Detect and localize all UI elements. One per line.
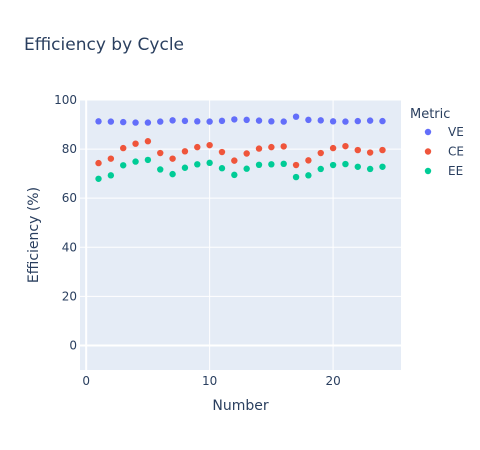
data-point-ce xyxy=(157,149,164,157)
data-point-ce xyxy=(305,157,312,164)
data-point-ve xyxy=(329,118,337,125)
x-tick-label: 10 xyxy=(202,374,217,388)
data-point-ee xyxy=(243,165,250,172)
y-tick-label: 20 xyxy=(62,289,77,303)
data-point-ve xyxy=(366,117,374,124)
data-point-ve xyxy=(169,117,176,124)
legend-marker-ve xyxy=(424,128,432,136)
data-point-ve xyxy=(342,118,349,125)
data-point-ce xyxy=(231,157,238,164)
data-point-ee xyxy=(132,158,139,165)
data-point-ve xyxy=(231,116,238,123)
data-point-ce xyxy=(243,150,250,157)
data-point-ce xyxy=(379,146,386,154)
x-axis-title: Number xyxy=(212,398,268,414)
data-point-ee xyxy=(181,164,189,171)
data-point-ee xyxy=(107,172,115,179)
data-point-ce xyxy=(218,148,226,156)
data-point-ee xyxy=(206,159,213,167)
data-point-ve xyxy=(181,117,189,125)
data-point-ce xyxy=(194,143,201,151)
data-point-ve xyxy=(243,116,250,124)
data-point-ee xyxy=(280,160,287,168)
legend-marker-ee xyxy=(424,167,432,175)
data-points xyxy=(95,113,386,182)
plot-area xyxy=(80,100,401,370)
legend-marker-ce xyxy=(424,148,432,155)
data-point-ee xyxy=(95,175,102,182)
data-point-ve xyxy=(280,118,287,125)
data-point-ce xyxy=(280,143,287,150)
data-point-ee xyxy=(354,163,361,170)
data-point-ve xyxy=(120,118,127,126)
data-point-ee xyxy=(329,161,337,169)
data-point-ce xyxy=(206,141,213,149)
data-point-ce xyxy=(107,155,115,162)
data-point-ce xyxy=(255,145,263,152)
data-point-ce xyxy=(181,148,189,155)
x-tick-label: 0 xyxy=(82,374,90,388)
data-point-ve xyxy=(218,117,226,125)
data-point-ve xyxy=(354,117,361,125)
data-point-ce xyxy=(144,138,152,145)
data-point-ee xyxy=(144,156,152,164)
data-point-ee xyxy=(292,173,300,181)
data-point-ce xyxy=(354,146,361,154)
legend-title: Metric xyxy=(410,107,450,122)
y-tick-label: 100 xyxy=(54,93,77,107)
legend: VE CE EE xyxy=(424,125,464,178)
data-point-ve xyxy=(268,118,275,125)
data-point-ce xyxy=(132,140,139,147)
data-point-ve xyxy=(95,118,102,125)
data-point-ce xyxy=(268,143,275,151)
tick-labels: 0 20 40 60 80 100 0 10 20 xyxy=(54,93,341,388)
y-tick-label: 40 xyxy=(62,240,77,254)
data-point-ee xyxy=(268,161,275,168)
data-point-ve xyxy=(107,118,115,125)
data-point-ve xyxy=(292,113,300,120)
data-point-ve xyxy=(206,118,213,125)
data-point-ee xyxy=(379,163,386,170)
data-point-ve xyxy=(157,118,164,125)
data-point-ce xyxy=(329,144,337,152)
data-point-ee xyxy=(218,165,226,172)
data-point-ve xyxy=(144,119,152,126)
data-point-ce xyxy=(120,144,127,152)
data-point-ee xyxy=(255,161,263,168)
data-point-ve xyxy=(194,118,201,125)
data-point-ee xyxy=(342,160,349,168)
data-point-ce xyxy=(169,155,176,162)
legend-label-ce: CE xyxy=(448,145,464,159)
chart-title: Efficiency by Cycle xyxy=(24,35,184,55)
data-point-ee xyxy=(169,170,176,178)
data-point-ee xyxy=(231,171,238,179)
legend-label-ve: VE xyxy=(448,125,464,139)
data-point-ce xyxy=(292,161,300,169)
data-point-ee xyxy=(120,162,127,169)
y-tick-label: 60 xyxy=(62,191,77,205)
data-point-ce xyxy=(342,142,349,150)
y-tick-label: 0 xyxy=(69,338,77,352)
y-axis-title: Efficiency (%) xyxy=(26,187,42,283)
legend-label-ee: EE xyxy=(448,164,463,178)
data-point-ce xyxy=(366,149,374,156)
data-point-ve xyxy=(317,117,324,124)
data-point-ee xyxy=(194,161,201,168)
data-point-ee xyxy=(317,165,324,173)
data-point-ce xyxy=(317,149,324,157)
data-point-ve xyxy=(132,119,139,126)
data-point-ee xyxy=(305,172,312,179)
grid-lines xyxy=(80,99,401,370)
x-tick-label: 20 xyxy=(325,374,340,388)
data-point-ve xyxy=(305,116,312,124)
y-tick-label: 80 xyxy=(62,142,77,156)
data-point-ce xyxy=(95,159,102,167)
data-point-ve xyxy=(255,117,263,124)
data-point-ee xyxy=(366,165,374,173)
data-point-ee xyxy=(157,166,164,173)
data-point-ve xyxy=(379,117,386,125)
